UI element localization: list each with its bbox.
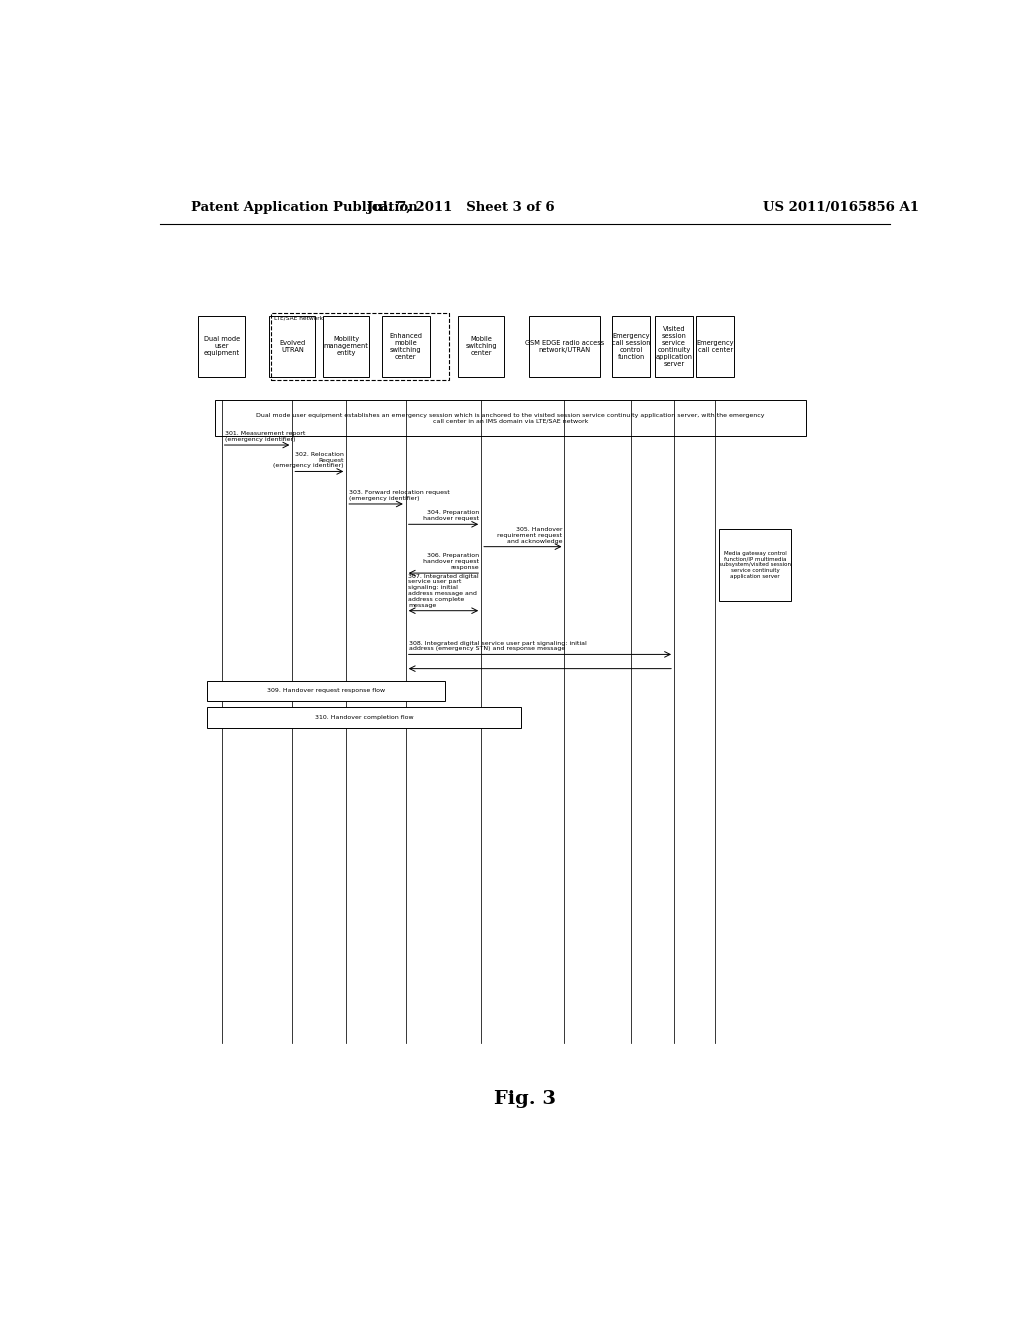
Bar — [269, 315, 315, 378]
Bar — [655, 315, 693, 378]
Text: Evolved
UTRAN: Evolved UTRAN — [280, 341, 305, 352]
Text: Jul. 7, 2011   Sheet 3 of 6: Jul. 7, 2011 Sheet 3 of 6 — [368, 201, 555, 214]
Text: 303. Forward relocation request
(emergency identifier): 303. Forward relocation request (emergen… — [348, 490, 450, 500]
Text: Dual mode user equipment establishes an emergency session which is anchored to t: Dual mode user equipment establishes an … — [256, 413, 765, 424]
Bar — [696, 315, 734, 378]
Bar — [207, 708, 521, 727]
Text: GSM EDGE radio access
network/UTRAN: GSM EDGE radio access network/UTRAN — [525, 341, 604, 352]
Text: Mobile
switching
center: Mobile switching center — [465, 337, 497, 356]
Bar — [324, 315, 370, 378]
Bar — [382, 315, 430, 378]
Text: 306. Preparation
handover request
response: 306. Preparation handover request respon… — [423, 553, 479, 570]
Text: 307. Integrated digital
service user part
signaling: initial
address message and: 307. Integrated digital service user par… — [409, 574, 479, 607]
Bar — [270, 313, 449, 380]
Text: 308. Integrated digital service user part signaling: initial
address (emergency : 308. Integrated digital service user par… — [409, 640, 587, 651]
Text: 305. Handover
requirement request
and acknowledge: 305. Handover requirement request and ac… — [497, 527, 562, 544]
Text: 301. Measurement report
(emergency identifier): 301. Measurement report (emergency ident… — [225, 432, 305, 442]
Text: Emergency
call center: Emergency call center — [696, 341, 734, 352]
Bar — [612, 315, 650, 378]
Text: 302. Relocation
Request
(emergency identifier): 302. Relocation Request (emergency ident… — [273, 451, 344, 469]
Text: Emergency
call session
control
function: Emergency call session control function — [612, 333, 650, 360]
Bar — [719, 529, 791, 601]
Bar — [215, 400, 806, 436]
Text: 304. Preparation
handover request: 304. Preparation handover request — [423, 511, 479, 521]
Text: Fig. 3: Fig. 3 — [494, 1089, 556, 1107]
Bar — [528, 315, 600, 378]
Text: Mobility
management
entity: Mobility management entity — [324, 337, 369, 356]
Text: Dual mode
user
equipment: Dual mode user equipment — [204, 337, 240, 356]
Bar — [207, 681, 445, 701]
Text: 310. Handover completion flow: 310. Handover completion flow — [314, 715, 414, 719]
Text: Enhanced
mobile
switching
center: Enhanced mobile switching center — [389, 333, 422, 360]
Text: Visited
session
service
continuity
application
server: Visited session service continuity appli… — [655, 326, 692, 367]
Text: 309. Handover request response flow: 309. Handover request response flow — [267, 689, 385, 693]
Text: Patent Application Publication: Patent Application Publication — [191, 201, 418, 214]
Text: LTE/SAE network: LTE/SAE network — [274, 315, 323, 321]
Text: US 2011/0165856 A1: US 2011/0165856 A1 — [763, 201, 919, 214]
Text: Media gateway control
function/IP multimedia
subsystem/visited session
service c: Media gateway control function/IP multim… — [719, 550, 791, 579]
Bar — [458, 315, 504, 378]
Bar — [198, 315, 246, 378]
